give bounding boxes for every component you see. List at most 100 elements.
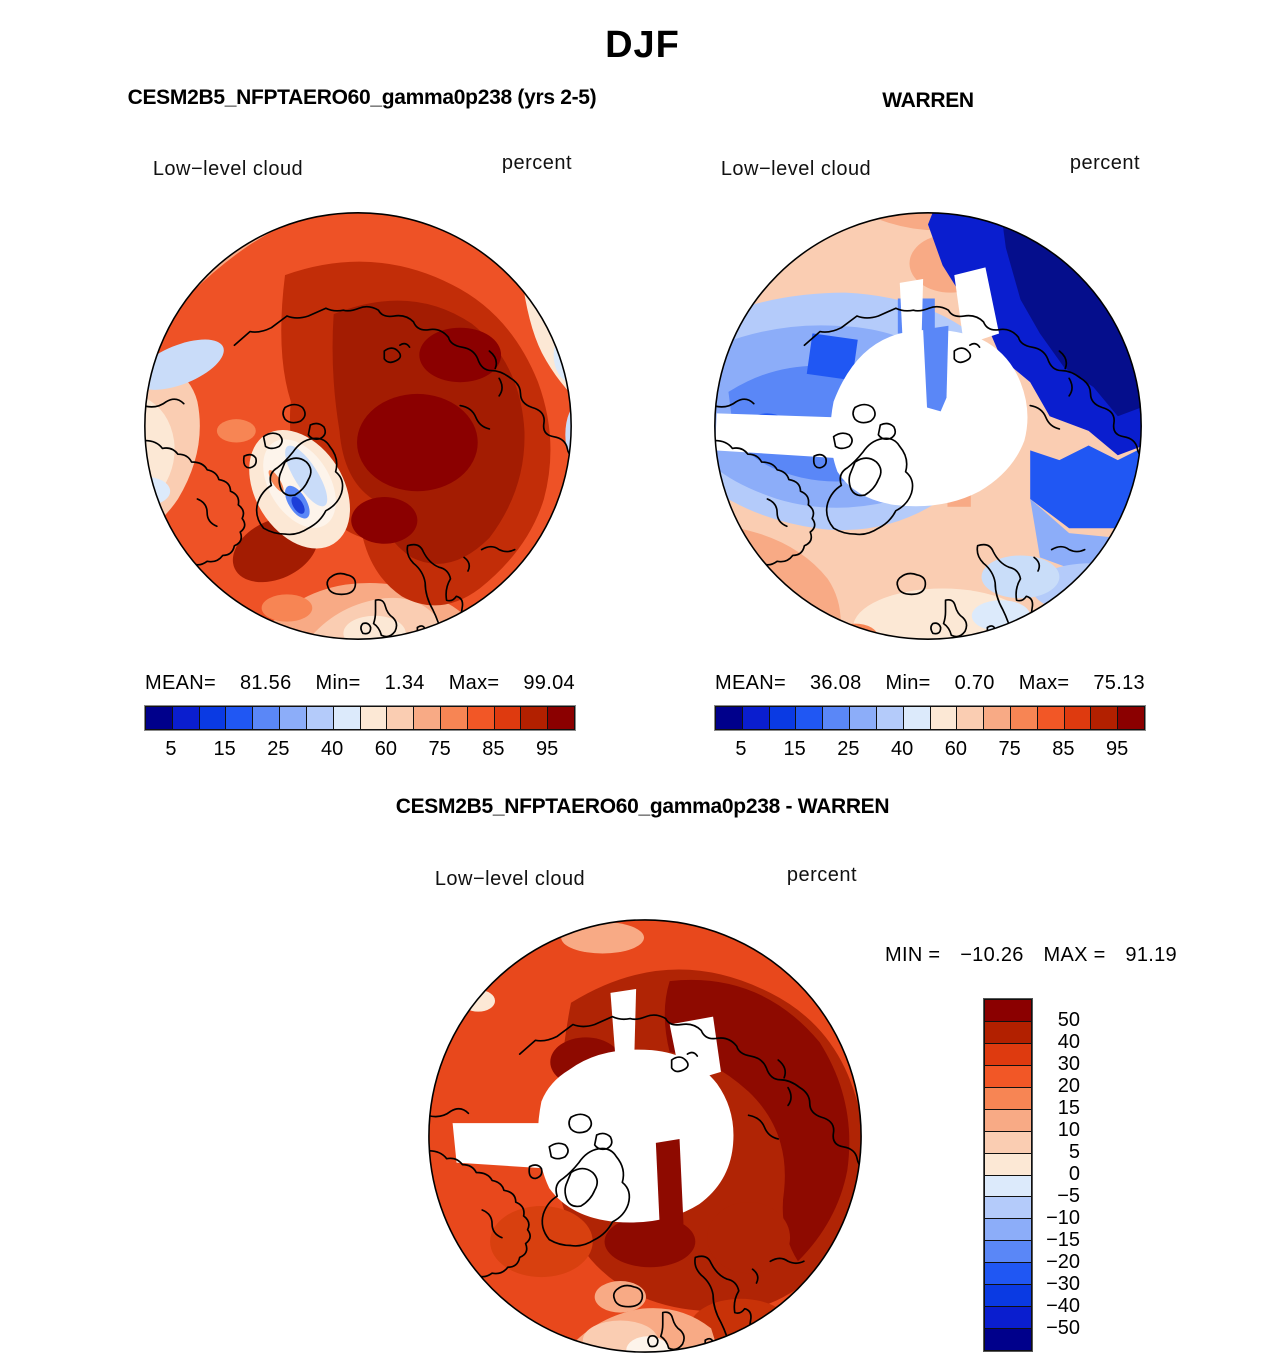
figure-title: DJF (605, 24, 680, 66)
colorbar-tick-label: 40 (321, 738, 344, 760)
colorbar-cell (466, 706, 495, 730)
colorbar-tick-label: 20 (1057, 1075, 1080, 1097)
colorbar-cell (984, 1152, 1032, 1176)
colorbar-tick-label: 40 (1057, 1031, 1080, 1053)
model-field-label: Low−level cloud (152, 158, 304, 180)
max-value: 75.13 (1093, 672, 1145, 694)
obs-colorbar (714, 705, 1146, 731)
colorbar-tick-label: −30 (1046, 1273, 1080, 1295)
colorbar-tick-label: −50 (1046, 1317, 1080, 1339)
colorbar-cell (822, 706, 851, 730)
panel-diff-title: CESM2B5_NFPTAERO60_gamma0p238 - WARREN (395, 795, 890, 818)
colorbar-cell (547, 706, 575, 730)
colorbar-cell (225, 706, 254, 730)
colorbar-tick-label: 15 (1057, 1097, 1080, 1119)
min-value: 1.34 (384, 672, 425, 694)
max-label: Max= (1018, 672, 1070, 694)
colorbar-cell (386, 706, 415, 730)
obs-stats: MEAN= 36.08 Min= 0.70 Max= 75.13 (715, 672, 1145, 695)
colorbar-tick-label: 15 (783, 738, 806, 760)
colorbar-cell (171, 706, 200, 730)
colorbar-tick-label: 40 (891, 738, 914, 760)
colorbar-tick-label: 50 (1057, 1009, 1080, 1031)
colorbar-cell (359, 706, 388, 730)
colorbar-cell (145, 706, 173, 730)
colorbar-cell (929, 706, 958, 730)
colorbar-tick-label: −40 (1046, 1295, 1080, 1317)
colorbar-tick-label: 75 (998, 738, 1021, 760)
colorbar-cell (984, 1196, 1032, 1220)
colorbar-cell (984, 1042, 1032, 1066)
model-colorbar (144, 705, 576, 731)
diff-units-label: percent (786, 864, 858, 886)
colorbar-tick-label: 30 (1057, 1053, 1080, 1075)
panel-model-title: CESM2B5_NFPTAERO60_gamma0p238 (yrs 2-5) (127, 86, 597, 109)
colorbar-cell (984, 1108, 1032, 1132)
panel-obs-title: WARREN (882, 89, 974, 112)
obs-field-label: Low−level cloud (720, 158, 872, 180)
colorbar-cell (1063, 706, 1092, 730)
model-map (144, 212, 572, 640)
colorbar-tick-label: 60 (944, 738, 967, 760)
colorbar-cell (439, 706, 468, 730)
colorbar-cell (984, 1020, 1032, 1044)
max-value: 91.19 (1125, 944, 1177, 966)
colorbar-cell (983, 706, 1011, 730)
colorbar-cell (1117, 706, 1145, 730)
colorbar-tick-label: 25 (267, 738, 290, 760)
diff-colorbar-ticks: 50 40 30 20 15 10 5 0 −5 −10 −15 −20 −30 −40 −50 (1036, 998, 1080, 1339)
diff-colorbar (983, 998, 1033, 1352)
colorbar-tick-label: 0 (1068, 1163, 1080, 1185)
colorbar-cell (332, 706, 361, 730)
min-label: Min= (315, 672, 361, 694)
colorbar-cell (795, 706, 824, 730)
colorbar-cell (493, 706, 522, 730)
colorbar-tick-label: 15 (213, 738, 236, 760)
colorbar-cell (1009, 706, 1038, 730)
colorbar-cell (279, 706, 307, 730)
colorbar-tick-label: −5 (1057, 1185, 1080, 1207)
model-colorbar-ticks: 5 15 25 40 60 75 85 95 (144, 738, 574, 761)
diff-map (428, 919, 862, 1353)
diff-stats: MIN = −10.26 MAX = 91.19 (885, 944, 1177, 967)
colorbar-tick-label: 5 (165, 738, 177, 760)
max-value: 99.04 (523, 672, 575, 694)
min-value: −10.26 (960, 944, 1024, 966)
colorbar-cell (984, 1218, 1032, 1242)
colorbar-cell (984, 1086, 1032, 1110)
colorbar-tick-label: 75 (428, 738, 451, 760)
colorbar-cell (198, 706, 227, 730)
colorbar-cell (984, 1240, 1032, 1264)
model-stats: MEAN= 81.56 Min= 1.34 Max= 99.04 (145, 672, 575, 695)
colorbar-cell (1036, 706, 1065, 730)
colorbar-cell (984, 1328, 1032, 1351)
mean-label: MEAN= (145, 672, 216, 694)
colorbar-tick-label: −20 (1046, 1251, 1080, 1273)
colorbar-tick-label: 85 (482, 738, 505, 760)
colorbar-cell (984, 1284, 1032, 1308)
colorbar-cell (715, 706, 743, 730)
colorbar-cell (984, 1064, 1032, 1088)
colorbar-cell (305, 706, 334, 730)
min-value: 0.70 (954, 672, 995, 694)
colorbar-tick-label: 95 (1106, 738, 1129, 760)
min-label: MIN = (885, 944, 941, 966)
colorbar-tick-label: 85 (1052, 738, 1075, 760)
colorbar-cell (413, 706, 441, 730)
colorbar-tick-label: 5 (735, 738, 747, 760)
max-label: MAX = (1043, 944, 1106, 966)
colorbar-cell (252, 706, 281, 730)
colorbar-cell (768, 706, 797, 730)
colorbar-cell (984, 1262, 1032, 1286)
min-label: Min= (885, 672, 931, 694)
obs-map (714, 212, 1142, 640)
colorbar-tick-label: 60 (374, 738, 397, 760)
mean-value: 36.08 (809, 672, 862, 694)
colorbar-cell (741, 706, 770, 730)
mean-value: 81.56 (239, 672, 292, 694)
colorbar-cell (984, 1306, 1032, 1330)
colorbar-cell (1090, 706, 1119, 730)
obs-units-label: percent (1069, 152, 1141, 174)
colorbar-cell (849, 706, 877, 730)
